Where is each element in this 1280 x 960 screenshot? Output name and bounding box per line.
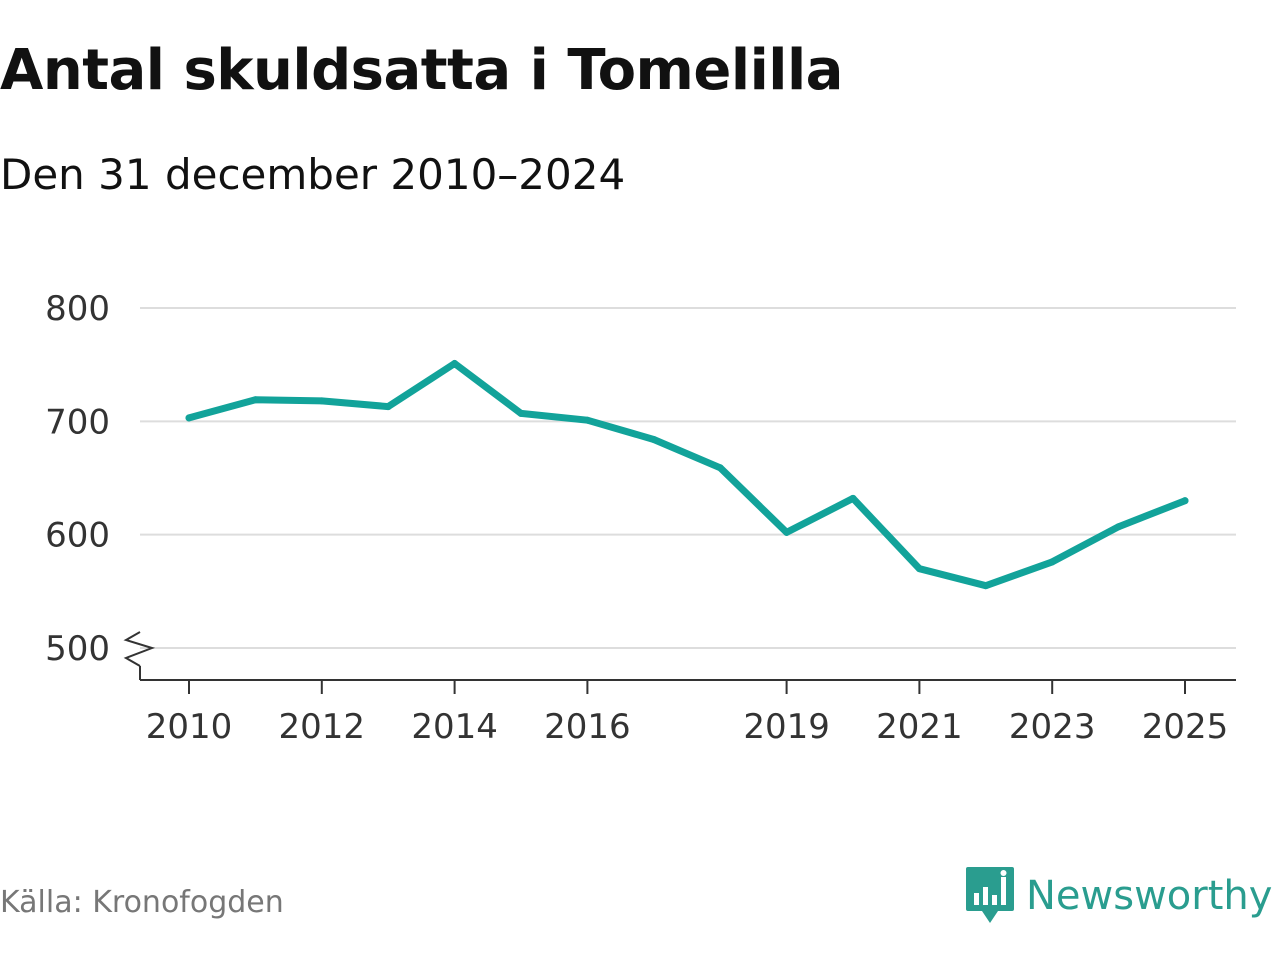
x-tick-label-2014: 2014	[411, 707, 498, 747]
data-point-2023	[1048, 558, 1056, 566]
x-tick-label-2021: 2021	[876, 707, 963, 747]
x-tick-label-2016: 2016	[544, 707, 631, 747]
x-tick-label-2012: 2012	[279, 707, 366, 747]
data-point-2024	[1115, 523, 1123, 531]
data-point-2025	[1181, 497, 1189, 505]
y-tick-label-700: 700	[45, 402, 110, 442]
y-tick-label-500: 500	[45, 629, 110, 669]
x-tick-label-2010: 2010	[146, 707, 233, 747]
data-point-2020	[849, 494, 857, 502]
data-point-2011	[251, 396, 259, 404]
y-axis-break-icon	[123, 631, 156, 667]
x-tick-label-2023: 2023	[1009, 707, 1096, 747]
data-point-2014	[451, 360, 459, 368]
x-tick-label-2025: 2025	[1142, 707, 1229, 747]
data-point-2015	[517, 409, 525, 417]
brand-logo[interactable]: Newsworthy	[964, 864, 1272, 928]
data-point-2022	[982, 582, 990, 590]
data-point-2018	[716, 464, 724, 472]
series-line-0	[185, 360, 1189, 590]
data-point-2010	[185, 414, 193, 422]
data-point-2012	[318, 397, 326, 405]
y-tick-label-600: 600	[45, 516, 110, 556]
data-point-2017	[650, 435, 658, 443]
y-tick-label-800: 800	[45, 289, 110, 329]
data-point-2013	[384, 403, 392, 411]
x-tick-label-2019: 2019	[743, 707, 830, 747]
tick-labels: 500 600 700 800 2010 2012 2014 2016 2019 2021 2023…	[45, 289, 1228, 747]
data-point-2016	[583, 416, 591, 424]
data-point-2021	[915, 565, 923, 573]
gridlines	[140, 307, 1236, 649]
newsworthy-logo-icon	[966, 867, 1014, 923]
chart-title: Antal skuldsatta i Tomelilla	[0, 38, 843, 103]
chart-subtitle: Den 31 december 2010–2024	[0, 150, 626, 199]
brand-name: Newsworthy	[1026, 873, 1273, 919]
axes	[123, 631, 1236, 694]
source-note: Källa: Kronofogden	[0, 885, 284, 920]
data-point-2019	[783, 528, 791, 536]
series-layer	[185, 360, 1189, 590]
